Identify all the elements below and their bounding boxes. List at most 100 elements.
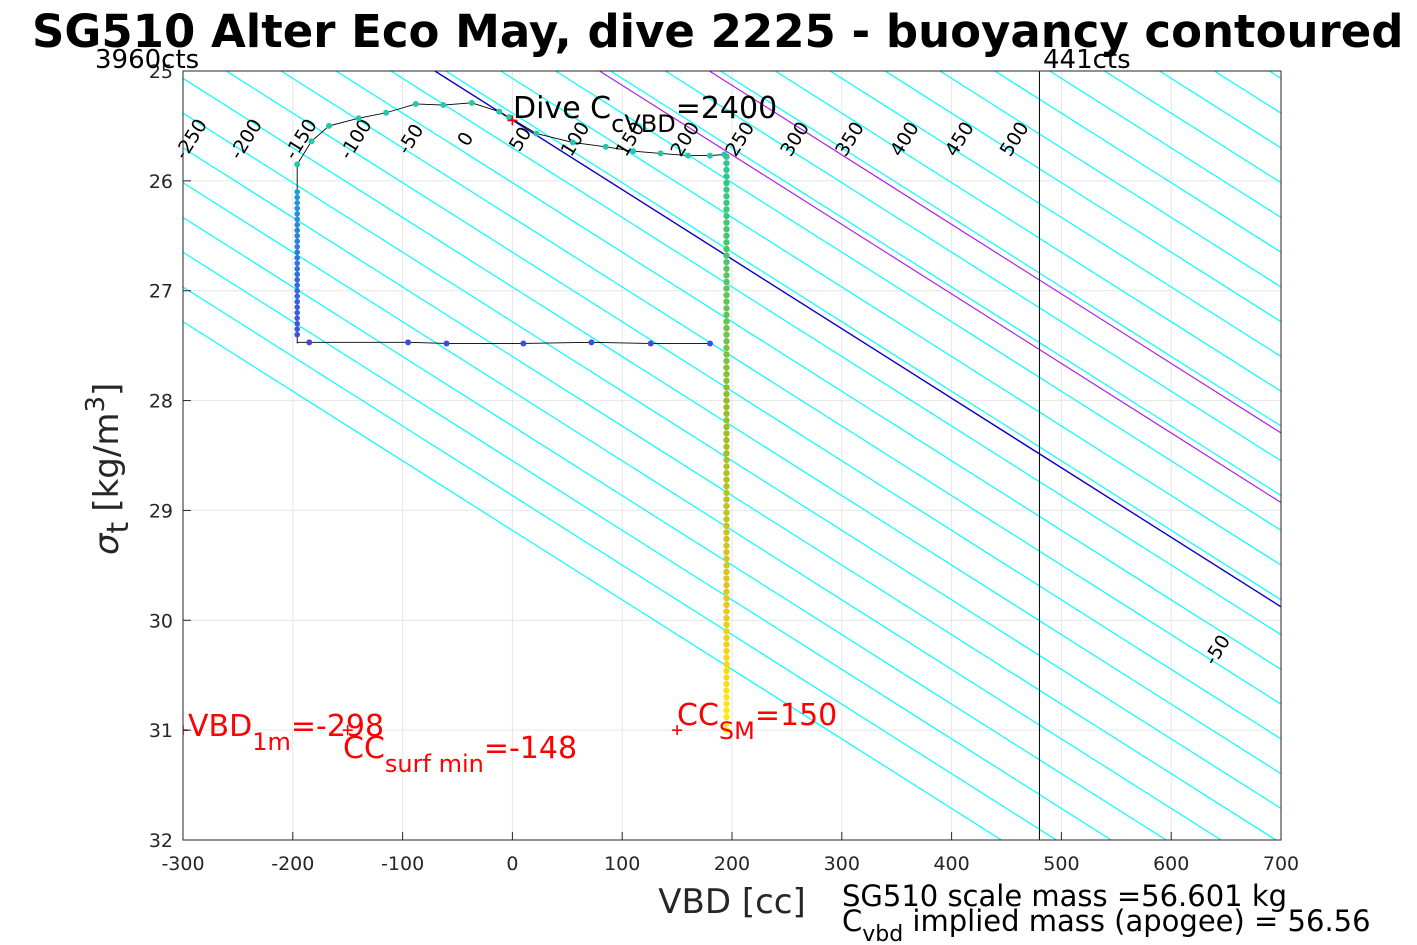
axis-ticks: -300 -200 -100 0 100 200 300 400 500 600 700 25 26 27… [149, 61, 1299, 875]
top-left-counts: 3960cts [95, 45, 199, 75]
contour-line [774, 71, 1281, 392]
climb-point [723, 522, 730, 530]
climb-point [723, 338, 730, 345]
climb-point [723, 535, 730, 543]
dive-point [412, 100, 419, 107]
climb-point [723, 463, 730, 470]
dive-point [294, 287, 300, 294]
climb-point [723, 305, 730, 312]
climb-point [723, 232, 730, 239]
x-tick-label: 500 [1043, 853, 1079, 875]
climb-point [723, 331, 730, 338]
dive-point [294, 243, 300, 250]
neutral-buoyancy-line [434, 71, 1281, 608]
climb-point [723, 278, 730, 286]
climb-point [723, 450, 730, 457]
climb-point [723, 595, 730, 602]
svg-text:CCsurf min=-148: CCsurf min=-148 [343, 731, 577, 778]
dive-point [685, 152, 692, 159]
climb-point [723, 516, 730, 523]
climb-point [723, 469, 730, 477]
dive-point [294, 211, 300, 217]
x-tick-label: -300 [161, 853, 204, 875]
climb-point [723, 377, 730, 384]
contour-line [994, 71, 1281, 253]
climb-point [723, 555, 730, 562]
dive-point [326, 122, 333, 129]
contour-line [280, 71, 1281, 705]
dive-point [294, 238, 300, 245]
dive-traces [183, 99, 730, 736]
climb-point [723, 384, 730, 391]
dive-point [308, 138, 315, 145]
contour-line [183, 112, 1281, 810]
contour-line [335, 71, 1281, 671]
x-tick-label: 100 [604, 853, 640, 875]
climb-point [723, 667, 730, 675]
x-tick-label: 200 [714, 853, 750, 875]
climb-point [723, 225, 730, 233]
climb-point [723, 318, 730, 325]
climb-point [723, 324, 730, 332]
climb-point [723, 608, 730, 615]
dive-point [440, 102, 447, 109]
dive-point [294, 189, 300, 195]
red-marker [672, 725, 683, 736]
climb-point [723, 509, 730, 516]
climb-point [723, 707, 730, 714]
climb-point [723, 265, 730, 272]
red-marker [342, 725, 353, 736]
svg-text:Cvbd implied mass (apogee) = 5: Cvbd implied mass (apogee) = 56.56 [842, 904, 1371, 945]
climb-point [723, 179, 730, 187]
climb-point [723, 186, 730, 193]
climb-point [723, 601, 730, 609]
dive-point [383, 109, 390, 116]
climb-point [723, 436, 730, 444]
contour-line [183, 251, 1112, 840]
dive-point [588, 339, 595, 346]
dive-point [294, 276, 300, 283]
footer: SG510 scale mass =56.601 kg Cvbd implied… [842, 879, 1371, 945]
climb-point [723, 173, 730, 180]
contour-line [1049, 71, 1281, 219]
y-axis-label-unit: [kg/m [87, 413, 127, 512]
dive-point [294, 194, 300, 201]
climb-point [723, 430, 730, 437]
contour-line [183, 181, 1222, 840]
footer-scale-mass: SG510 scale mass =56.601 kg [842, 879, 1287, 913]
contour-line [829, 71, 1281, 358]
climb-point [723, 364, 730, 371]
climb-point [723, 542, 730, 549]
climb-point [723, 502, 730, 510]
top-right-counts: 441cts [1043, 45, 1131, 75]
climb-point [723, 581, 730, 589]
climb-point [723, 674, 730, 681]
climb-point [723, 357, 730, 365]
climb-point [723, 489, 730, 497]
footer-cvbd-sub: vbd [862, 922, 903, 945]
red-marker [507, 115, 518, 126]
x-tick-label: 300 [824, 853, 860, 875]
climb-point [723, 371, 730, 378]
climb-point [723, 654, 730, 661]
y-tick-label: 31 [149, 720, 173, 742]
climb-point [723, 344, 730, 352]
dive-point [657, 150, 664, 157]
x-tick-label: 700 [1263, 853, 1299, 875]
cc-surf-min-main: CC [343, 731, 385, 766]
climb-point [723, 298, 730, 305]
dive-point [294, 232, 300, 239]
climb-point [723, 647, 730, 655]
climb-point [723, 568, 730, 576]
svg-text:CCSM=150: CCSM=150 [677, 698, 837, 745]
svg-text:σt[kg/m3]: σt [kg/m3] [81, 383, 136, 555]
dive-point [306, 339, 313, 346]
y-axis-label-symbol: σ [87, 532, 127, 555]
dive-point [294, 161, 301, 168]
y-tick-label: 26 [149, 171, 173, 193]
cc-sm-sub: SM [719, 717, 755, 745]
climb-point [723, 562, 730, 569]
climb-point [723, 687, 730, 694]
x-axis-label: VBD [cc] [658, 882, 806, 922]
